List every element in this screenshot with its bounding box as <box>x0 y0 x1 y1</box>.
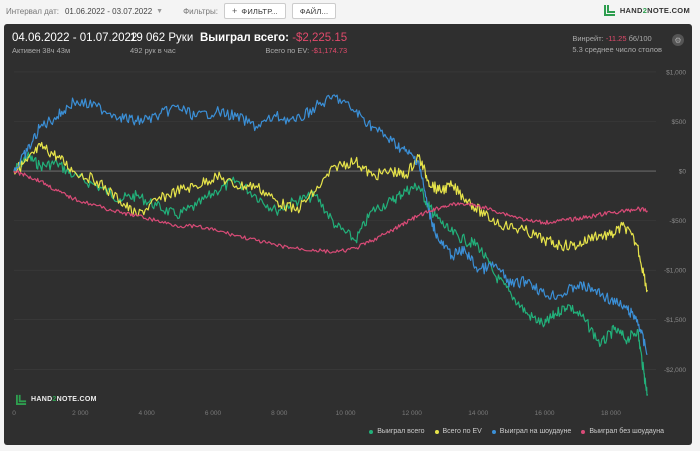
y-tick-label: -$500 <box>669 218 686 225</box>
y-tick-label: $500 <box>672 119 687 126</box>
chart-watermark-logo: HAND 2 NOTE.COM <box>16 394 97 405</box>
active-time: Активен 38ч 43м <box>12 46 71 55</box>
won-total-label: Выиграл всего: <box>200 32 289 44</box>
ev-value: -$1,174.73 <box>311 46 348 55</box>
legend-item[interactable]: Всего по EV <box>434 428 482 435</box>
brand-logo: HAND 2 NOTE.COM <box>603 4 690 16</box>
legend-dot <box>434 429 439 434</box>
x-tick-label: 8 000 <box>271 410 288 417</box>
x-tick-label: 18 000 <box>601 410 621 417</box>
legend-label: Выиграл на шоудауне <box>499 428 572 435</box>
x-tick-label: 0 <box>12 410 16 417</box>
x-tick-label: 6 000 <box>205 410 222 417</box>
file-button-label: ФАЙЛ... <box>299 6 329 16</box>
winnings-block: Выиграл всего: -$2,225.15 Всего по EV: -… <box>200 32 347 55</box>
legend-label: Выиграл без шоудауна <box>589 428 664 435</box>
hands-block: 19 062 Руки 492 рук в час <box>130 32 193 55</box>
brand-text-c: NOTE.COM <box>647 5 690 15</box>
date-interval-select[interactable]: 01.06.2022 - 03.07.2022 ▼ <box>65 7 163 16</box>
x-tick-label: 2 000 <box>72 410 89 417</box>
series-line <box>13 94 648 355</box>
x-tick-label: 4 000 <box>139 410 156 417</box>
filter-button[interactable]: + ФИЛЬТР... <box>223 3 286 19</box>
legend-item[interactable]: Выиграл всего <box>369 428 425 435</box>
toolbar: Интервал дат: 01.06.2022 - 03.07.2022 ▼ … <box>0 0 700 22</box>
x-axis-ticks: 0 2 000 4 000 6 000 8 000 10 000 12 000 14 000 1… <box>12 410 621 417</box>
chart-series <box>13 94 648 396</box>
plus-icon: + <box>231 6 238 16</box>
winrate-block: Винрейт: -11.25 б6/100 5.3 среднее число… <box>572 34 662 54</box>
ev-label: Всего по EV: <box>265 46 310 55</box>
hands-count: 19 062 Руки <box>130 32 194 44</box>
legend-dot <box>491 429 496 434</box>
legend-dot <box>369 429 374 434</box>
series-line <box>13 141 648 293</box>
winrate-suffix: б6/100 <box>628 34 652 43</box>
watermark-text-b: 2 <box>52 396 57 403</box>
watermark-text-c: NOTE.COM <box>56 396 97 403</box>
y-tick-label: -$1,000 <box>664 268 686 275</box>
x-tick-label: 10 000 <box>336 410 356 417</box>
chart-legend: Выиграл всего Всего по EV Выиграл на шоуда… <box>369 428 664 435</box>
hands-per-hour: 492 рук в час <box>130 46 176 55</box>
filter-button-label: ФИЛЬТР... <box>241 6 278 16</box>
date-interval-value: 01.06.2022 - 03.07.2022 <box>64 6 153 16</box>
y-tick-label: -$1,500 <box>664 317 686 324</box>
logo-icon <box>603 5 615 16</box>
brand-text-a: HAND <box>619 5 643 15</box>
dates-block: 04.06.2022 - 01.07.2022 Активен 38ч 43м <box>12 32 137 55</box>
series-line <box>13 151 648 396</box>
legend-dot <box>581 429 586 434</box>
filters-label: Фильтры: <box>183 6 218 16</box>
x-tick-label: 16 000 <box>535 410 555 417</box>
legend-label: Выиграл всего <box>377 428 425 435</box>
legend-item[interactable]: Выиграл без шоудауна <box>581 428 664 435</box>
series-line <box>13 169 648 254</box>
watermark-text-a: HAND <box>31 396 53 403</box>
y-tick-label: $0 <box>679 169 687 176</box>
brand-text-b: 2 <box>642 5 648 15</box>
legend-label: Всего по EV <box>442 428 482 435</box>
file-button[interactable]: ФАЙЛ... <box>291 3 337 19</box>
chevron-down-icon: ▼ <box>156 7 164 15</box>
y-tick-label: -$2,000 <box>664 367 686 374</box>
won-total-value: -$2,225.15 <box>292 32 348 44</box>
winnings-chart: $1,000 $500 $0 -$500 -$1,000 -$1,500 -$2,000 0… <box>12 69 686 417</box>
avg-tables: 5.3 среднее число столов <box>572 45 662 54</box>
x-tick-label: 12 000 <box>402 410 422 417</box>
date-range: 04.06.2022 - 01.07.2022 <box>12 32 138 44</box>
legend-item[interactable]: Выиграл на шоудауне <box>491 428 572 435</box>
chart-panel: 04.06.2022 - 01.07.2022 Активен 38ч 43м … <box>4 24 692 445</box>
watermark-logo-icon <box>16 394 27 405</box>
x-tick-label: 14 000 <box>468 410 488 417</box>
winrate-value: -11.25 <box>605 34 627 43</box>
y-axis-ticks: $1,000 $500 $0 -$500 -$1,000 -$1,500 -$2,000 <box>664 69 686 373</box>
settings-gear-icon[interactable]: ⚙ <box>672 34 684 46</box>
interval-label: Интервал дат: <box>6 6 59 16</box>
y-tick-label: $1,000 <box>666 69 686 76</box>
winrate-label: Винрейт: <box>572 34 604 43</box>
